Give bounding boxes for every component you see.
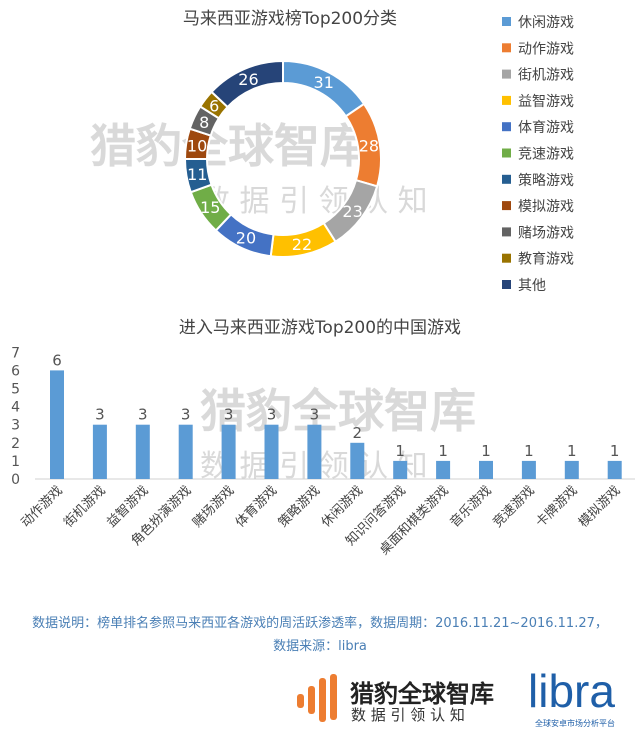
x-tick-label: 音乐游戏 bbox=[447, 483, 495, 531]
bar bbox=[479, 460, 493, 479]
donut-label: 26 bbox=[238, 70, 258, 89]
legend-label: 其他 bbox=[518, 278, 546, 294]
x-tick-label: 赌场游戏 bbox=[190, 483, 237, 530]
bar bbox=[350, 442, 365, 479]
bar-value-label: 2 bbox=[353, 424, 363, 442]
cheetah-bars-icon bbox=[297, 674, 337, 722]
y-tick-label: 5 bbox=[11, 382, 20, 398]
legend-label: 体育游戏 bbox=[518, 120, 574, 136]
x-tick-label: 卡牌游戏 bbox=[533, 483, 581, 531]
x-tick-label: 模拟游戏 bbox=[576, 483, 623, 530]
donut-label: 15 bbox=[200, 198, 220, 217]
x-tick-label: 动作游戏 bbox=[18, 483, 65, 530]
bar-value-label: 1 bbox=[567, 442, 577, 460]
bar-value-label: 3 bbox=[95, 406, 105, 424]
watermark-subtitle: 数 据 引 领 认 知 bbox=[200, 184, 428, 219]
bar bbox=[436, 460, 451, 479]
legend-swatch bbox=[502, 17, 511, 26]
bar-value-label: 1 bbox=[438, 442, 448, 460]
y-tick-label: 6 bbox=[11, 363, 20, 379]
legend-label: 益智游戏 bbox=[518, 94, 574, 110]
donut-label: 6 bbox=[209, 97, 219, 116]
data-note: 数据说明：榜单排名参照马来西亚各游戏的周活跃渗透率，数据周期：2016.11.2… bbox=[32, 616, 608, 631]
legend-label: 动作游戏 bbox=[518, 41, 574, 57]
bar bbox=[393, 460, 408, 479]
bar bbox=[50, 370, 64, 479]
legend-label: 策略游戏 bbox=[518, 172, 574, 189]
legend-swatch bbox=[502, 148, 511, 158]
x-tick-label: 竞速游戏 bbox=[490, 483, 538, 531]
y-tick-label: 4 bbox=[11, 400, 20, 416]
legend-label: 竞速游戏 bbox=[518, 146, 574, 163]
legend-label: 模拟游戏 bbox=[518, 199, 574, 215]
bar-value-label: 3 bbox=[138, 406, 148, 424]
legend-swatch bbox=[502, 43, 511, 53]
libra-subtitle: 全球安卓市场分析平台 bbox=[535, 719, 615, 728]
x-tick-label: 策略游戏 bbox=[275, 483, 323, 531]
x-tick-label: 街机游戏 bbox=[61, 483, 108, 530]
bar-title: 进入马来西亚游戏Top200的中国游戏 bbox=[179, 318, 461, 338]
legend-label: 教育游戏 bbox=[518, 252, 574, 268]
bar-value-label: 1 bbox=[395, 442, 405, 460]
legend-swatch bbox=[502, 122, 511, 132]
legend-swatch bbox=[502, 280, 511, 289]
bar bbox=[564, 460, 579, 479]
legend-label: 街机游戏 bbox=[518, 68, 574, 84]
x-tick-label: 体育游戏 bbox=[232, 483, 280, 531]
legend-swatch bbox=[502, 201, 511, 211]
legend-swatch bbox=[502, 69, 511, 79]
watermark-title: 猎豹全球智库 bbox=[200, 384, 476, 438]
bar bbox=[135, 424, 150, 479]
y-tick-label: 3 bbox=[11, 418, 20, 434]
watermark-top: 猎豹全球智库 数 据 引 领 认 知 bbox=[90, 110, 428, 220]
data-source: 数据来源：libra bbox=[273, 639, 367, 654]
donut-label: 28 bbox=[359, 136, 379, 155]
y-tick-label: 2 bbox=[11, 436, 20, 452]
watermark-title: 猎豹全球智库 bbox=[90, 119, 366, 173]
donut-label: 23 bbox=[342, 202, 362, 221]
donut-label: 22 bbox=[292, 235, 312, 254]
legend-swatch bbox=[502, 253, 511, 263]
bar bbox=[178, 424, 193, 479]
legend-swatch bbox=[502, 95, 511, 105]
bar bbox=[521, 460, 536, 479]
bar-value-label: 1 bbox=[481, 442, 491, 460]
legend-swatch bbox=[502, 227, 511, 237]
donut-label: 31 bbox=[314, 73, 334, 92]
legend-swatch bbox=[502, 174, 511, 184]
legend-label: 休闲游戏 bbox=[518, 15, 574, 31]
legend-label: 赌场游戏 bbox=[518, 225, 574, 241]
bar-value-label: 3 bbox=[267, 406, 277, 424]
donut-title: 马来西亚游戏榜Top200分类 bbox=[183, 9, 397, 29]
y-tick-label: 0 bbox=[11, 472, 20, 488]
bar-value-label: 6 bbox=[52, 351, 62, 369]
bar bbox=[607, 460, 622, 479]
charts: 马来西亚游戏榜Top200分类31休闲游戏28动作游戏23街机游戏22益智游戏2… bbox=[11, 9, 635, 558]
y-tick-label: 1 bbox=[11, 454, 20, 470]
bar bbox=[92, 424, 107, 479]
donut-label: 20 bbox=[236, 229, 256, 248]
bar bbox=[307, 424, 322, 479]
bar bbox=[264, 424, 279, 479]
bar-value-label: 3 bbox=[310, 406, 320, 424]
bar-value-label: 3 bbox=[224, 406, 234, 424]
bar-value-label: 1 bbox=[524, 442, 534, 460]
libra-logo: libra bbox=[528, 665, 615, 717]
donut-label: 8 bbox=[199, 113, 209, 132]
donut-label: 11 bbox=[187, 165, 207, 184]
donut-slice bbox=[210, 59, 284, 109]
y-tick-label: 7 bbox=[11, 345, 20, 361]
logo-subtitle: 数 据 引 领 认 知 bbox=[351, 706, 465, 724]
bar-value-label: 1 bbox=[610, 442, 620, 460]
bar bbox=[221, 424, 236, 479]
logo-title: 猎豹全球智库 bbox=[350, 680, 494, 708]
cheetah-logo: 猎豹全球智库 数 据 引 领 认 知 bbox=[295, 672, 494, 728]
bar-value-label: 3 bbox=[181, 406, 191, 424]
donut-label: 10 bbox=[187, 136, 207, 155]
